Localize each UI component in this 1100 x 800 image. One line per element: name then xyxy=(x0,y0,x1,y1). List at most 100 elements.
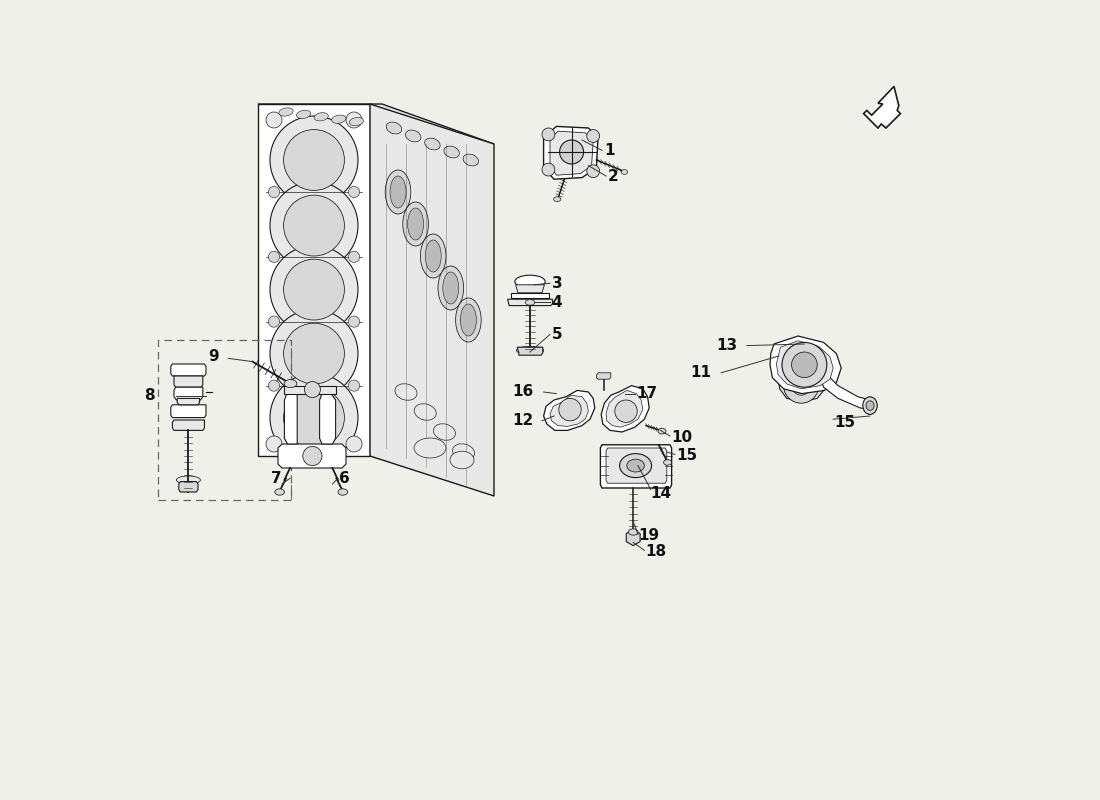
Polygon shape xyxy=(258,104,494,144)
Circle shape xyxy=(783,368,818,403)
Text: 2: 2 xyxy=(607,170,618,184)
Ellipse shape xyxy=(463,154,478,166)
Polygon shape xyxy=(550,395,588,426)
Ellipse shape xyxy=(415,404,437,420)
Ellipse shape xyxy=(395,384,417,400)
Ellipse shape xyxy=(390,176,406,208)
Circle shape xyxy=(268,251,279,262)
Circle shape xyxy=(302,446,322,466)
Polygon shape xyxy=(258,104,370,456)
Circle shape xyxy=(346,112,362,128)
Text: 8: 8 xyxy=(144,389,155,403)
Polygon shape xyxy=(170,405,206,418)
Ellipse shape xyxy=(560,140,584,164)
Circle shape xyxy=(266,436,282,452)
Circle shape xyxy=(349,380,360,391)
Ellipse shape xyxy=(658,429,666,434)
Circle shape xyxy=(349,251,360,262)
Text: 15: 15 xyxy=(676,449,697,463)
Ellipse shape xyxy=(621,170,628,174)
Text: 17: 17 xyxy=(637,386,658,401)
Ellipse shape xyxy=(450,451,474,469)
Polygon shape xyxy=(596,373,611,379)
Polygon shape xyxy=(174,387,202,400)
Circle shape xyxy=(268,380,279,391)
Ellipse shape xyxy=(862,397,877,414)
Ellipse shape xyxy=(315,113,328,121)
Ellipse shape xyxy=(433,424,455,440)
Ellipse shape xyxy=(420,234,446,278)
Polygon shape xyxy=(285,388,297,444)
Ellipse shape xyxy=(284,379,297,387)
Text: 3: 3 xyxy=(551,276,562,290)
Ellipse shape xyxy=(425,138,440,150)
Circle shape xyxy=(268,186,279,198)
Ellipse shape xyxy=(408,208,424,240)
Circle shape xyxy=(270,374,358,462)
Text: 13: 13 xyxy=(716,338,737,353)
Text: 18: 18 xyxy=(646,545,667,559)
Polygon shape xyxy=(507,299,552,306)
Circle shape xyxy=(615,400,637,422)
Circle shape xyxy=(782,342,827,387)
Ellipse shape xyxy=(452,444,474,460)
Text: 14: 14 xyxy=(651,486,672,501)
Ellipse shape xyxy=(279,108,293,116)
Circle shape xyxy=(349,316,360,327)
Circle shape xyxy=(284,130,344,190)
Ellipse shape xyxy=(443,272,459,304)
Polygon shape xyxy=(864,86,901,128)
Polygon shape xyxy=(626,530,640,546)
Ellipse shape xyxy=(350,118,363,126)
Ellipse shape xyxy=(426,240,441,272)
Polygon shape xyxy=(821,376,877,410)
Polygon shape xyxy=(779,370,824,402)
Circle shape xyxy=(792,352,817,378)
Text: 11: 11 xyxy=(691,366,712,380)
Circle shape xyxy=(542,163,554,176)
Ellipse shape xyxy=(332,115,345,123)
Circle shape xyxy=(270,246,358,334)
Ellipse shape xyxy=(403,202,428,246)
Circle shape xyxy=(305,382,320,398)
Circle shape xyxy=(586,130,600,142)
Text: 10: 10 xyxy=(672,430,693,445)
Polygon shape xyxy=(606,448,667,483)
Ellipse shape xyxy=(443,146,460,158)
Ellipse shape xyxy=(338,489,348,495)
Ellipse shape xyxy=(516,346,543,354)
Ellipse shape xyxy=(275,489,285,495)
Polygon shape xyxy=(510,293,549,298)
Text: 4: 4 xyxy=(551,295,562,310)
Ellipse shape xyxy=(627,459,645,472)
Ellipse shape xyxy=(515,275,546,288)
Text: 12: 12 xyxy=(513,414,534,428)
Polygon shape xyxy=(601,445,672,488)
Ellipse shape xyxy=(553,197,561,202)
Ellipse shape xyxy=(406,130,421,142)
Circle shape xyxy=(792,376,811,395)
Polygon shape xyxy=(550,131,593,175)
Polygon shape xyxy=(179,482,198,492)
Ellipse shape xyxy=(438,266,463,310)
Ellipse shape xyxy=(525,299,535,305)
Polygon shape xyxy=(543,390,595,430)
Ellipse shape xyxy=(176,476,200,484)
Text: 16: 16 xyxy=(513,385,534,399)
Ellipse shape xyxy=(385,170,410,214)
Circle shape xyxy=(270,310,358,398)
Polygon shape xyxy=(517,347,542,355)
Polygon shape xyxy=(173,420,205,430)
Ellipse shape xyxy=(461,304,476,336)
Circle shape xyxy=(268,316,279,327)
Text: 7: 7 xyxy=(271,471,282,486)
Circle shape xyxy=(270,182,358,270)
Ellipse shape xyxy=(414,438,446,458)
Text: 6: 6 xyxy=(339,471,350,486)
Circle shape xyxy=(284,323,344,384)
Polygon shape xyxy=(170,364,206,376)
Circle shape xyxy=(559,398,581,421)
Circle shape xyxy=(266,112,282,128)
Polygon shape xyxy=(516,285,544,293)
Polygon shape xyxy=(320,392,336,444)
